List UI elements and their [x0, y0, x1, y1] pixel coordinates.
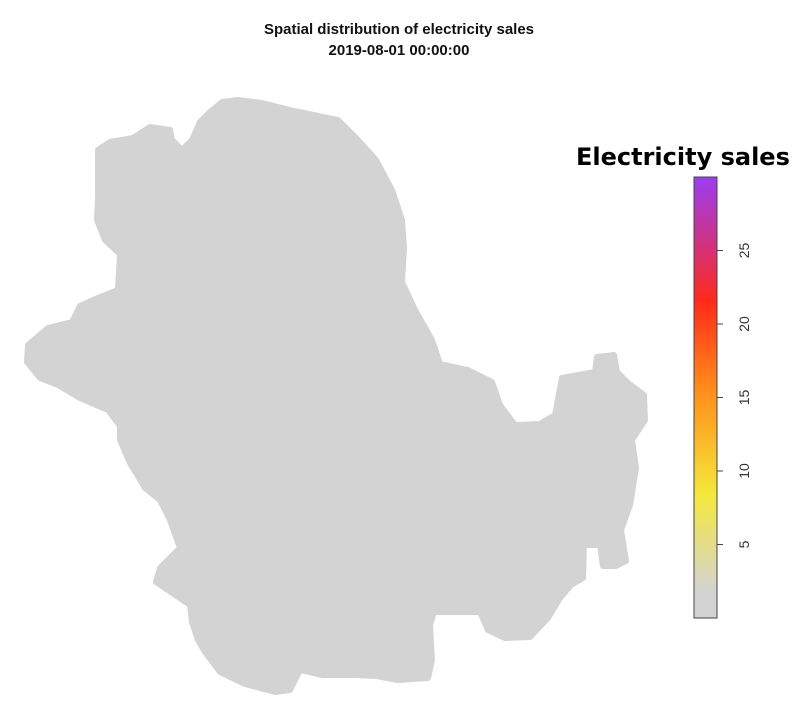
region-shape: [24, 97, 648, 695]
legend-tick-label: 15: [736, 390, 752, 406]
legend-tick-label: 25: [736, 243, 752, 259]
legend-tick-label: 10: [736, 463, 752, 479]
legend-tick-label: 5: [736, 540, 752, 548]
map-subtitle-timestamp: 2019-08-01 00:00:00: [328, 42, 470, 59]
legend-ticks: 5 10 15 20 25: [717, 243, 752, 548]
legend-title: Electricity sales: [576, 143, 790, 171]
map-title: Spatial distribution of electricity sale…: [263, 21, 535, 38]
legend-color-bar: [693, 176, 718, 619]
legend-tick-label: 20: [736, 316, 752, 332]
